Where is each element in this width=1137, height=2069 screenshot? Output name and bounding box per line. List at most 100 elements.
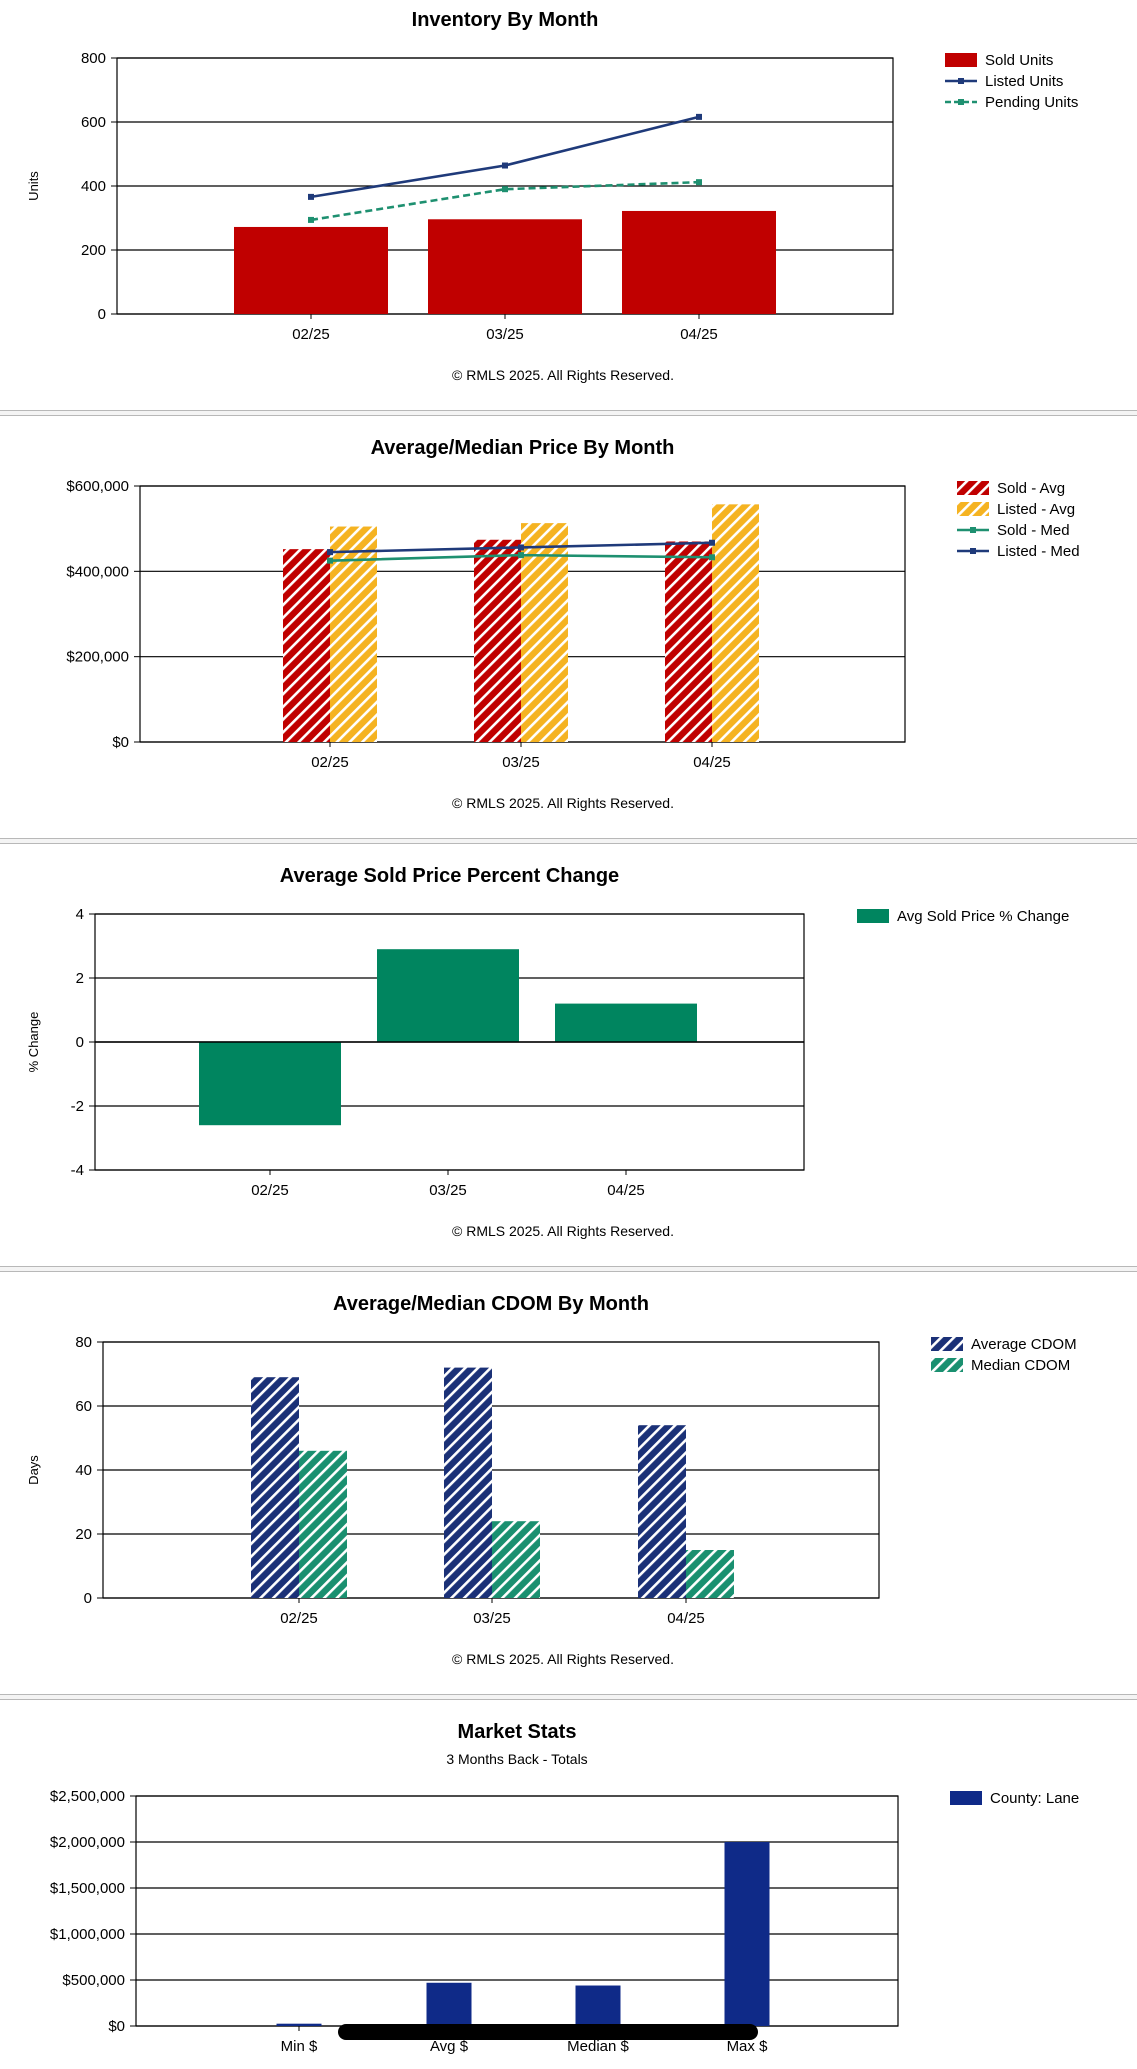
bar-average-cdom — [251, 1377, 299, 1598]
y-tick-label: 40 — [75, 1462, 92, 1479]
y-tick-label: 200 — [81, 242, 106, 259]
bar-avg-sold-price-change — [199, 1042, 341, 1126]
bar-median-cdom — [686, 1550, 734, 1598]
price-chart-svg: Average/Median Price By Month $0 $200,000 $… — [66, 437, 1080, 811]
y-tick-label: $600,000 — [66, 478, 129, 495]
point-sold-med — [327, 557, 333, 564]
y-tick-label: 2 — [76, 970, 84, 987]
y-tick-label: 600 — [81, 114, 106, 131]
y-tick-label: 0 — [84, 1590, 92, 1607]
legend-swatch-county-lane — [950, 1791, 982, 1805]
horizontal-scrollbar[interactable] — [338, 2024, 758, 2040]
bar-median-cdom — [492, 1521, 540, 1598]
bar-avg-sold-price-change — [377, 949, 519, 1042]
x-tick-label: 03/25 — [473, 1610, 511, 1627]
y-tick-label: 4 — [76, 906, 84, 923]
bar-county-lane — [575, 1985, 621, 2026]
chart-title: Market Stats — [458, 1721, 577, 1743]
chart-title: Average/Median Price By Month — [371, 437, 675, 459]
plot-area — [135, 1795, 899, 2027]
percent-change-chart-svg: Average Sold Price Percent Change -4 -2 0 2 4… — [26, 865, 1069, 1239]
x-tick-label: 04/25 — [680, 326, 718, 343]
copyright-footer: © RMLS 2025. All Rights Reserved. — [452, 367, 674, 383]
line-pending-units — [310, 180, 700, 222]
legend-marker-listed-units — [958, 78, 964, 84]
point-listed-units — [696, 113, 702, 120]
legend-swatch-median-cdom — [931, 1358, 963, 1372]
x-tick-label: Median $ — [567, 2038, 629, 2055]
x-tick-label: 03/25 — [486, 326, 524, 343]
x-tick-label: 03/25 — [502, 754, 540, 771]
legend-marker-listed-med — [970, 548, 976, 554]
cdom-chart-svg: Average/Median CDOM By Month 0 20 40 60 80 Day… — [26, 1293, 1077, 1667]
y-tick-label: $400,000 — [66, 563, 129, 580]
x-tick-label: Avg $ — [430, 2038, 469, 2055]
y-tick-label: 60 — [75, 1398, 92, 1415]
x-tick-label: 02/25 — [311, 754, 349, 771]
copyright-footer: © RMLS 2025. All Rights Reserved. — [452, 795, 674, 811]
bar-county-lane — [276, 2023, 322, 2026]
market-stats-chart-svg: Market Stats 3 Months Back - Totals $0 $500… — [50, 1721, 1079, 2055]
point-sold-med — [518, 552, 524, 559]
legend-marker-pending-units — [958, 99, 964, 105]
legend-label-county-lane: County: Lane — [990, 1790, 1079, 1807]
point-listed-med — [327, 549, 333, 556]
chart-divider — [0, 1694, 1137, 1700]
y-tick-label: $500,000 — [62, 1972, 125, 1989]
legend-marker-sold-med — [970, 527, 976, 533]
legend-swatch-listed-avg — [957, 502, 989, 516]
y-tick-label: $2,500,000 — [50, 1788, 125, 1805]
y-tick-label: -4 — [71, 1162, 84, 1179]
y-tick-label: $1,000,000 — [50, 1926, 125, 1943]
inventory-chart-svg: Inventory By Month 0 200 400 600 800 Units 02/2… — [26, 9, 1078, 383]
legend-swatch-average-cdom — [931, 1337, 963, 1351]
y-axis-label: % Change — [26, 1012, 41, 1073]
copyright-footer: © RMLS 2025. All Rights Reserved. — [452, 1223, 674, 1239]
point-pending-units — [696, 179, 702, 186]
bar-listed-avg — [330, 526, 377, 742]
x-tick-label: 04/25 — [607, 1182, 645, 1199]
chart-divider — [0, 838, 1137, 844]
price-chart: Average/Median Price By Month $0 $200,000 $… — [0, 428, 1137, 833]
bar-sold-units — [428, 219, 582, 314]
x-tick-label: 02/25 — [280, 1610, 318, 1627]
y-tick-label: 80 — [75, 1334, 92, 1351]
legend-swatch-sold-avg — [957, 481, 989, 495]
y-tick-label: 0 — [76, 1034, 84, 1051]
y-tick-label: $0 — [108, 2018, 125, 2035]
x-tick-label: 04/25 — [667, 1610, 705, 1627]
y-tick-label: $200,000 — [66, 649, 129, 666]
chart-divider — [0, 1266, 1137, 1272]
legend-label-median-cdom: Median CDOM — [971, 1357, 1070, 1374]
y-axis-label: Units — [26, 171, 41, 201]
point-listed-med — [709, 539, 715, 546]
bar-avg-sold-price-change — [555, 1003, 697, 1042]
point-listed-med — [518, 544, 524, 551]
legend-label-listed-avg: Listed - Avg — [997, 501, 1075, 518]
legend-label-sold-units: Sold Units — [985, 52, 1053, 69]
market-stats-chart: Market Stats 3 Months Back - Totals $0 $500… — [0, 1712, 1137, 2069]
point-sold-med — [709, 554, 715, 561]
point-pending-units — [308, 216, 314, 223]
chart-title: Average/Median CDOM By Month — [333, 1293, 649, 1315]
legend-label-listed-med: Listed - Med — [997, 543, 1080, 560]
chart-title: Inventory By Month — [412, 9, 599, 31]
bar-sold-units — [234, 226, 388, 314]
bar-listed-avg — [712, 504, 759, 742]
percent-change-chart: Average Sold Price Percent Change -4 -2 0 2 4… — [0, 856, 1137, 1261]
bar-listed-avg — [521, 523, 568, 742]
bar-sold-units — [622, 210, 776, 314]
x-tick-label: Max $ — [727, 2038, 769, 2055]
y-axis-label: Days — [26, 1455, 41, 1485]
point-listed-units — [502, 162, 508, 169]
legend-label-sold-avg: Sold - Avg — [997, 480, 1065, 497]
bar-sold-avg — [283, 549, 330, 742]
bar-median-cdom — [299, 1450, 347, 1598]
chart-subtitle: 3 Months Back - Totals — [446, 1751, 587, 1767]
cdom-chart: Average/Median CDOM By Month 0 20 40 60 80 Day… — [0, 1284, 1137, 1689]
chart-title: Average Sold Price Percent Change — [280, 865, 619, 887]
y-tick-label: 400 — [81, 178, 106, 195]
chart-divider — [0, 410, 1137, 416]
legend-label-pending-units: Pending Units — [985, 94, 1078, 111]
